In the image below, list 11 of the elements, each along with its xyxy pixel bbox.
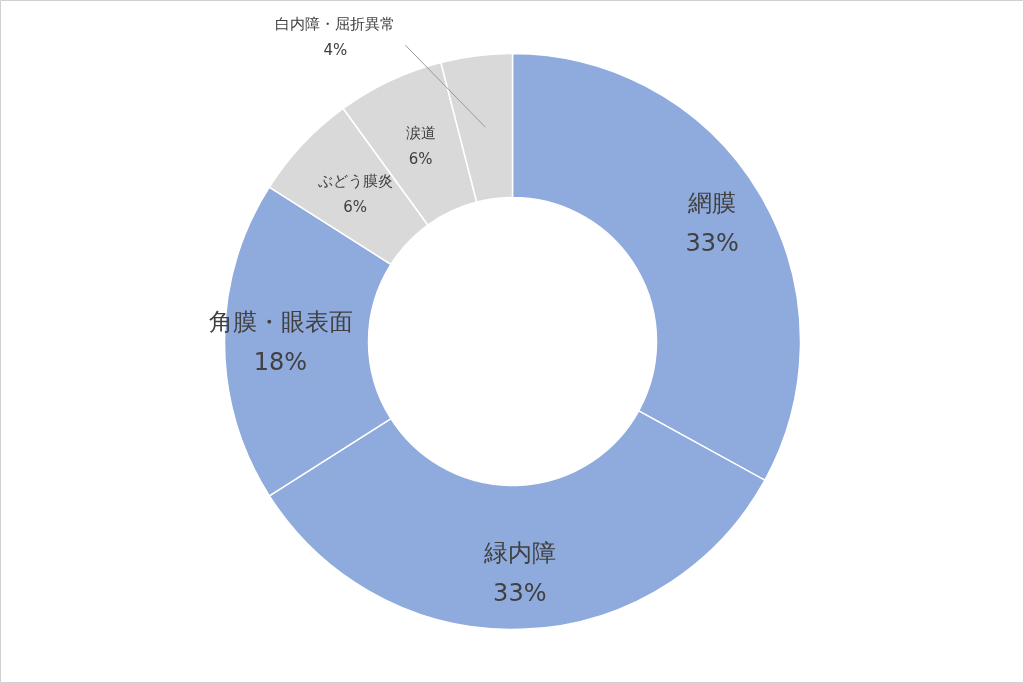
slice-label: 緑内障 [482,539,556,568]
slice-label: ぶどう膜炎 [317,171,393,190]
slice-label: 涙道 [405,124,436,143]
data-label: 33% [493,579,547,608]
slice-label: 網膜 [687,189,737,218]
data-label: 6% [343,197,367,216]
data-label: 18% [253,347,308,376]
slice-label: 白内障・屈折異常 [275,15,396,34]
data-label: 4% [323,41,348,60]
data-label: 33% [685,229,739,258]
data-label: 6% [408,150,433,169]
